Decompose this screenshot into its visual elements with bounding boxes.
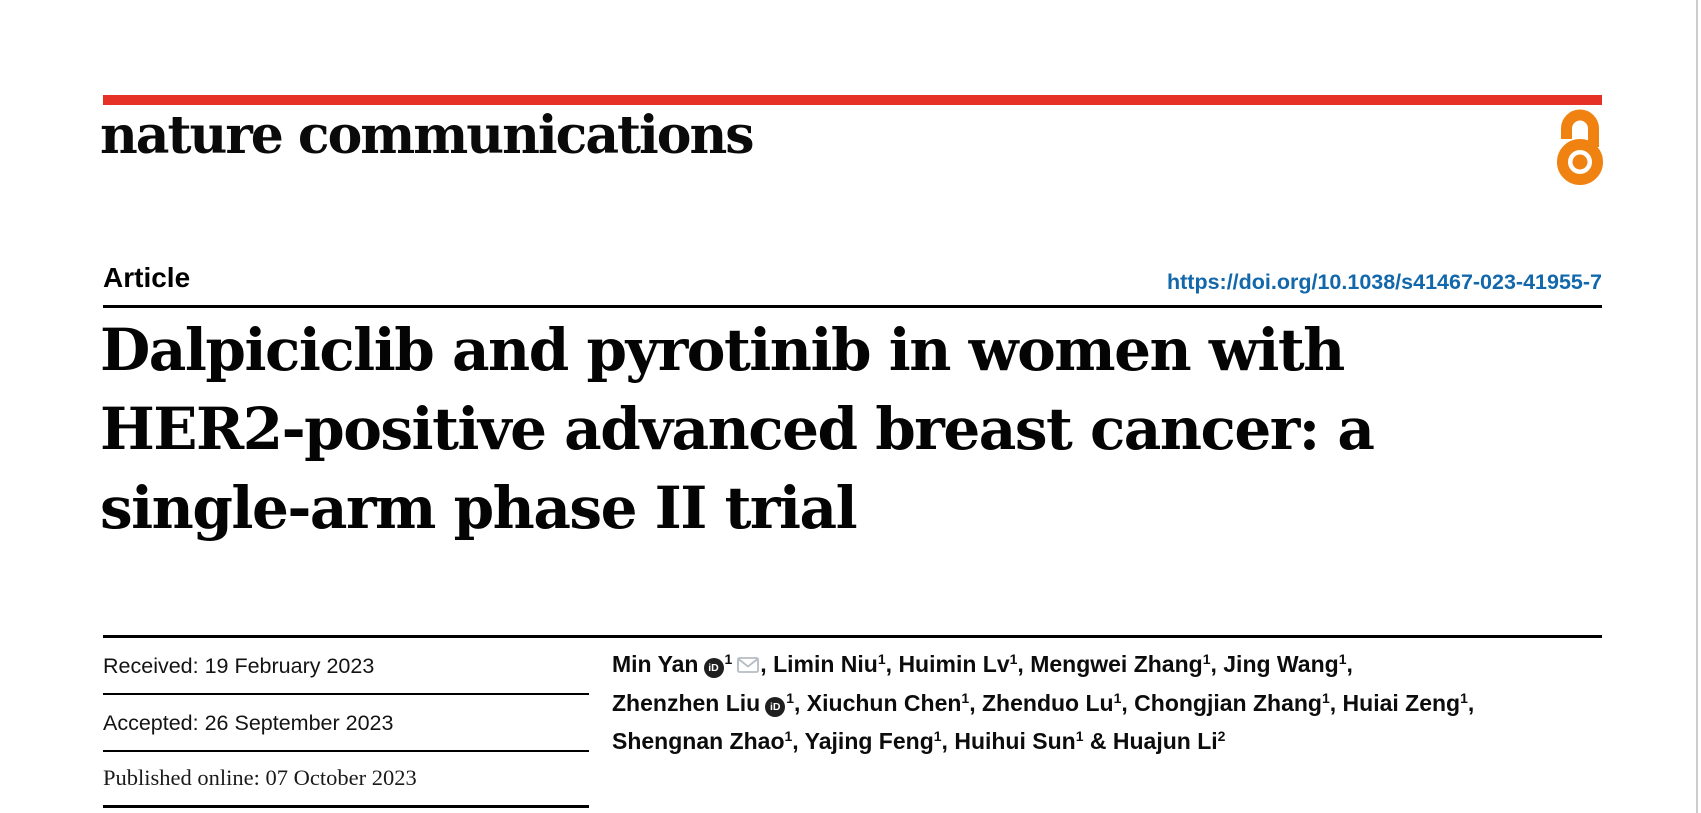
affiliation-superscript: 1 (1338, 651, 1347, 667)
affiliation-superscript: 1 (1075, 728, 1084, 744)
affiliation-superscript: 1 (1202, 651, 1211, 667)
affiliation-superscript: 1 (1460, 690, 1468, 706)
dates-divider (103, 805, 589, 808)
article-title-line: HER2-positive advanced breast cancer: a (100, 395, 1375, 463)
dates-divider (103, 693, 589, 695)
journal-logo: nature communications (100, 105, 755, 166)
page-edge-divider (1696, 0, 1698, 813)
affiliation-superscript: 1 (933, 728, 942, 744)
author-line-1: Min Yan iD1, Limin Niu1, Huimin Lv1, Meng… (612, 645, 1612, 684)
published-date: Published online: 07 October 2023 (103, 765, 417, 790)
affiliation-superscript: 1 (724, 651, 733, 667)
affiliation-superscript: 2 (1217, 728, 1226, 744)
orcid-icon[interactable]: iD (703, 658, 724, 678)
affiliation-superscript: 1 (1113, 690, 1122, 706)
accepted-date: Accepted: 26 September 2023 (103, 711, 394, 735)
received-date: Received: 19 February 2023 (103, 654, 375, 678)
author-line-2: Zhenzhen Liu iD1, Xiuchun Chen1, Zhenduo … (612, 690, 1475, 717)
affiliation-superscript: 1 (961, 690, 970, 706)
article-title: Dalpiciclib and pyrotinib in women with … (100, 311, 1620, 548)
dates-divider (103, 750, 589, 752)
affiliation-superscript: 1 (1009, 651, 1018, 667)
email-envelope-icon[interactable] (737, 646, 760, 684)
author-line-3: Shengnan Zhao1, Yajing Feng1, Huihui Sun… (612, 728, 1226, 754)
article-title-line: Dalpiciclib and pyrotinib in women with (100, 316, 1345, 384)
article-title-line: single-arm phase II trial (100, 474, 858, 542)
affiliation-superscript: 1 (786, 690, 795, 706)
article-type-label: Article (103, 262, 191, 293)
orcid-icon[interactable]: iD (765, 697, 786, 717)
author-list: Min Yan iD1, Limin Niu1, Huimin Lv1, Meng… (612, 645, 1612, 760)
open-access-icon (1556, 107, 1604, 185)
doi-link[interactable]: https://doi.org/10.1038/s41467-023-41955… (1167, 270, 1602, 294)
journal-brand-bar (103, 95, 1602, 105)
affiliation-superscript: 1 (784, 728, 793, 744)
affiliation-superscript: 1 (1321, 690, 1330, 706)
header-divider (103, 305, 1602, 308)
affiliation-superscript: 1 (877, 651, 886, 667)
section-divider (103, 635, 1602, 638)
